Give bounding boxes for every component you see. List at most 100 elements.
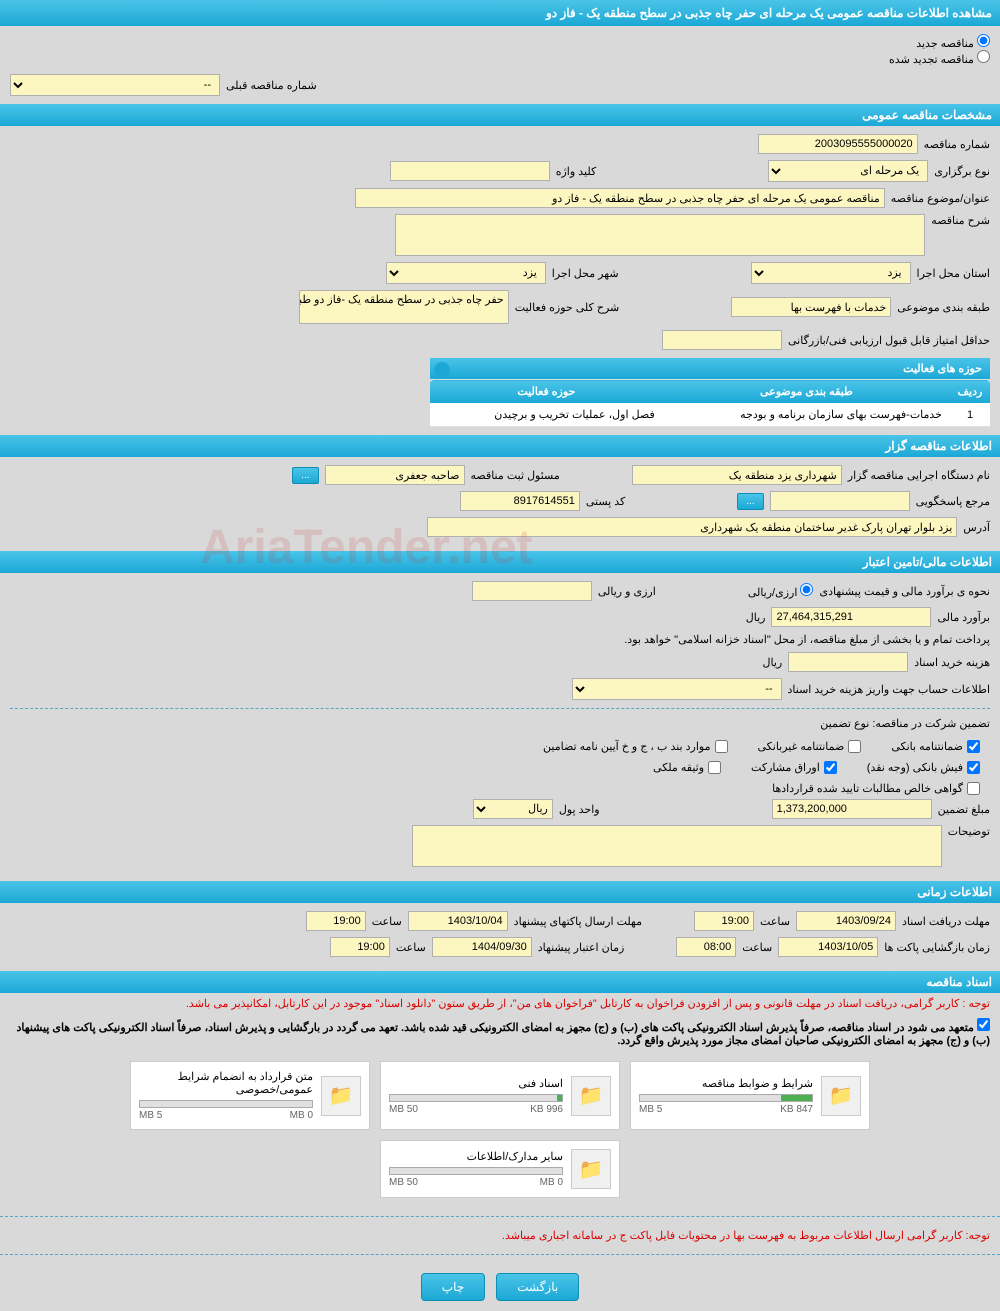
activity-table-title: حوزه های فعالیت xyxy=(430,358,990,380)
folder-icon: 📁 xyxy=(321,1076,361,1116)
doc-title: شرایط و ضوابط مناقصه xyxy=(639,1077,813,1090)
bid-deadline-time[interactable] xyxy=(306,911,366,931)
doc-card[interactable]: 📁 سایر مدارک/اطلاعات 0 MB50 MB xyxy=(380,1140,620,1198)
postal-label: کد پستی xyxy=(586,495,625,508)
cb-property-deed[interactable]: وثیقه ملکی xyxy=(653,761,721,774)
cb-bank-guarantee[interactable]: ضمانتنامه بانکی xyxy=(891,740,980,753)
back-button[interactable]: بازگشت xyxy=(496,1273,579,1301)
guarantee-amount-input[interactable] xyxy=(772,799,932,819)
opening-date[interactable] xyxy=(778,937,878,957)
account-info-select[interactable]: -- xyxy=(572,678,782,700)
doc-progress xyxy=(639,1094,813,1102)
min-score-label: حداقل امتیاز قابل قبول ارزیابی فنی/بازرگ… xyxy=(788,334,990,347)
account-info-label: اطلاعات حساب جهت واریز هزینه خرید اسناد xyxy=(788,683,990,696)
collapse-icon[interactable] xyxy=(434,362,450,378)
prev-ref-select[interactable]: -- xyxy=(10,74,220,96)
bid-deadline-date[interactable] xyxy=(408,911,508,931)
address-input[interactable] xyxy=(427,517,957,537)
table-row: 1 خدمات-فهرست بهای سازمان برنامه و بودجه… xyxy=(430,403,990,427)
province-select[interactable]: یزد xyxy=(751,262,911,284)
doc-deadline-date[interactable] xyxy=(796,911,896,931)
subject-input[interactable] xyxy=(355,188,885,208)
action-buttons: بازگشت چاپ xyxy=(0,1263,1000,1311)
activity-desc-select[interactable]: حفر چاه جذبی در سطح منطقه یک -فاز دو طبق xyxy=(299,290,509,324)
print-button[interactable]: چاپ xyxy=(421,1273,485,1301)
category-input[interactable] xyxy=(731,297,891,317)
validity-time[interactable] xyxy=(330,937,390,957)
opening-time[interactable] xyxy=(676,937,736,957)
holding-type-select[interactable]: یک مرحله ای xyxy=(768,160,928,182)
radio-renewed-input[interactable] xyxy=(977,50,990,63)
doc-title: سایر مدارک/اطلاعات xyxy=(389,1150,563,1163)
doc-card[interactable]: 📁 متن قرارداد به انضمام شرایط عمومی/خصوص… xyxy=(130,1061,370,1130)
cb-nonbank-guarantee[interactable]: ضمانتنامه غیربانکی xyxy=(758,740,862,753)
holding-type-label: نوع برگزاری xyxy=(934,165,990,178)
doc-size: 0 MB xyxy=(290,1110,313,1121)
doc-deadline-time-label: ساعت xyxy=(760,915,790,928)
contact-label: مرجع پاسخگویی xyxy=(916,495,990,508)
radio-new-label: مناقصه جدید xyxy=(916,38,974,50)
radio-new-tender[interactable]: مناقصه جدید xyxy=(916,38,990,50)
guarantee-unit-select[interactable]: ریال xyxy=(473,799,553,819)
doc-deadline-time[interactable] xyxy=(694,911,754,931)
doc-card[interactable]: 📁 اسناد فنی 996 KB50 MB xyxy=(380,1061,620,1130)
city-select[interactable]: یزد xyxy=(386,262,546,284)
separator xyxy=(0,1216,1000,1217)
radio-renewed-tender[interactable]: مناقصه تجدید شده xyxy=(889,54,990,66)
col-activity: حوزه فعالیت xyxy=(430,380,663,404)
tender-type-options: مناقصه جدید مناقصه تجدید شده xyxy=(0,26,1000,74)
cb-bylaw-items[interactable]: موارد بند ب ، ج و خ آیین نامه تضامین xyxy=(543,740,727,753)
currency-type-input[interactable] xyxy=(472,581,592,601)
cb-net-claims[interactable]: گواهی خالص مطالبات تایید شده قراردادها xyxy=(772,782,980,795)
doc-progress xyxy=(389,1167,563,1175)
section-documents-header: اسناد مناقصه xyxy=(0,971,1000,993)
org-input[interactable] xyxy=(632,465,842,485)
validity-time-label: ساعت xyxy=(396,941,426,954)
payment-note: پرداخت تمام و یا بخشی از مبلغ مناقصه، از… xyxy=(624,633,990,646)
tender-no-input[interactable] xyxy=(758,134,918,154)
col-row: ردیف xyxy=(950,380,990,404)
min-score-input[interactable] xyxy=(662,330,782,350)
doc-cost-unit: ریال xyxy=(762,656,782,669)
commitment-checkbox[interactable] xyxy=(977,1018,990,1031)
separator xyxy=(10,708,990,709)
keyword-input[interactable] xyxy=(390,161,550,181)
doc-cost-label: هزینه خرید اسناد xyxy=(914,656,990,669)
section-timing-body: مهلت دریافت اسناد ساعت مهلت ارسال پاکتها… xyxy=(0,903,1000,971)
validity-label: زمان اعتبار پیشنهاد xyxy=(538,941,625,954)
section-tenderer-body: نام دستگاه اجرایی مناقصه گزار مسئول ثبت … xyxy=(0,457,1000,551)
estimate-input[interactable] xyxy=(771,607,931,627)
section-timing-header: اطلاعات زمانی xyxy=(0,881,1000,903)
estimate-method-radio[interactable]: ارزی/ریالی xyxy=(748,583,814,599)
method-radio-input[interactable] xyxy=(800,583,813,596)
postal-input[interactable] xyxy=(460,491,580,511)
registrar-lookup-button[interactable]: ... xyxy=(292,467,318,484)
city-label: شهر محل اجرا xyxy=(552,267,619,280)
tender-no-label: شماره مناقصه xyxy=(924,138,990,151)
folder-icon: 📁 xyxy=(821,1076,861,1116)
cell-idx: 1 xyxy=(950,403,990,427)
doc-size: 847 KB xyxy=(780,1104,813,1115)
guarantee-notes-textarea[interactable] xyxy=(412,825,942,867)
doc-size: 0 MB xyxy=(540,1177,563,1188)
doc-cost-input[interactable] xyxy=(788,652,908,672)
doc-progress xyxy=(139,1100,313,1108)
activity-table: حوزه های فعالیت ردیف طبقه بندی موضوعی حو… xyxy=(430,358,990,427)
prev-tender-row: شماره مناقصه قبلی -- xyxy=(0,74,1000,104)
radio-new-input[interactable] xyxy=(977,34,990,47)
doc-title: متن قرارداد به انضمام شرایط عمومی/خصوصی xyxy=(139,1070,313,1096)
contact-lookup-button[interactable]: ... xyxy=(737,493,763,510)
registrar-input[interactable] xyxy=(325,465,465,485)
cb-participation-bonds[interactable]: اوراق مشارکت xyxy=(751,761,837,774)
contact-input[interactable] xyxy=(770,491,910,511)
validity-date[interactable] xyxy=(432,937,532,957)
address-label: آدرس xyxy=(963,521,990,534)
documents-note2: متعهد می شود در اسناد مناقصه، صرفاً پذیر… xyxy=(0,1014,1000,1051)
guarantee-unit-label: واحد پول xyxy=(559,803,600,816)
cb-bank-receipt[interactable]: فیش بانکی (وجه نقد) xyxy=(867,761,980,774)
guarantee-types-2: فیش بانکی (وجه نقد) اوراق مشارکت وثیقه م… xyxy=(10,757,990,778)
guarantee-types: ضمانتنامه بانکی ضمانتنامه غیربانکی موارد… xyxy=(10,736,990,757)
doc-card[interactable]: 📁 شرایط و ضوابط مناقصه 847 KB5 MB xyxy=(630,1061,870,1130)
desc-label: شرح مناقصه xyxy=(931,214,990,227)
desc-textarea[interactable] xyxy=(395,214,925,256)
